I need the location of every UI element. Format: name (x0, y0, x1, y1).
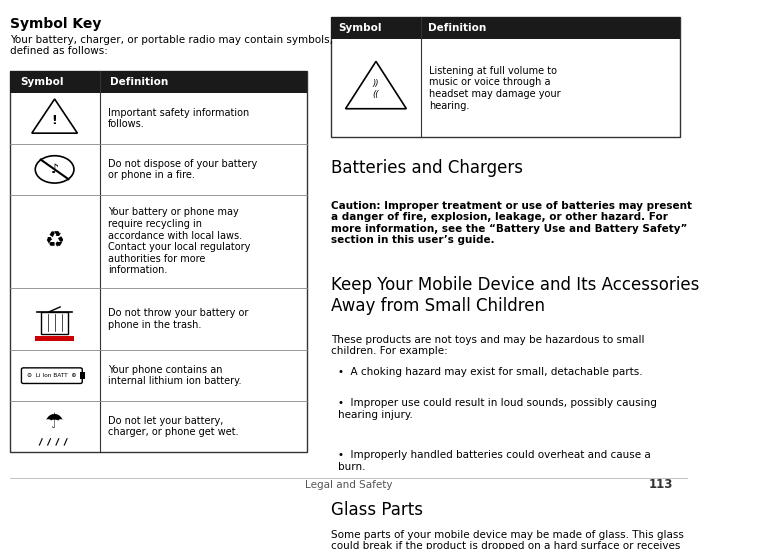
Text: These products are not toys and may be hazardous to small
children. For example:: These products are not toys and may be h… (331, 335, 644, 356)
Text: Your phone contains an
internal lithium ion battery.: Your phone contains an internal lithium … (107, 365, 241, 386)
Bar (331, 18, 680, 40)
Bar (10, 71, 307, 93)
Bar (10, 71, 307, 452)
Text: Do not let your battery,
charger, or phone get wet.: Do not let your battery, charger, or pho… (107, 416, 238, 438)
Text: Your battery or phone may
require recycling in
accordance with local laws.
Conta: Your battery or phone may require recycl… (107, 208, 251, 276)
Text: ☂: ☂ (45, 412, 64, 432)
Text: ♪: ♪ (51, 163, 58, 176)
Text: Definition: Definition (428, 24, 486, 33)
Text: Symbol Key: Symbol Key (10, 18, 101, 31)
Text: ⊖  Li Ion BATT  ⊕: ⊖ Li Ion BATT ⊕ (27, 373, 76, 378)
Text: ))
((: )) (( (372, 80, 379, 99)
Text: •  Improper use could result in loud sounds, possibly causing
hearing injury.: • Improper use could result in loud soun… (338, 398, 657, 419)
Text: Listening at full volume to
music or voice through a
headset may damage your
hea: Listening at full volume to music or voi… (429, 66, 561, 110)
FancyBboxPatch shape (21, 368, 83, 383)
Text: Symbol: Symbol (20, 77, 64, 87)
Text: Some parts of your mobile device may be made of glass. This glass
could break if: Some parts of your mobile device may be … (331, 530, 684, 549)
Text: •  A choking hazard may exist for small, detachable parts.: • A choking hazard may exist for small, … (338, 367, 643, 377)
Bar (36, 336, 74, 341)
Text: 113: 113 (649, 478, 673, 491)
Bar (331, 18, 680, 137)
Bar (80, 372, 85, 379)
Text: Important safety information
follows.: Important safety information follows. (107, 108, 249, 130)
Text: Legal and Safety: Legal and Safety (304, 480, 392, 490)
Bar (41, 312, 68, 334)
Text: Your battery, charger, or portable radio may contain symbols,
defined as follows: Your battery, charger, or portable radio… (10, 35, 332, 56)
Text: !: ! (51, 114, 58, 127)
Text: ♻: ♻ (45, 232, 64, 251)
Text: Do not throw your battery or
phone in the trash.: Do not throw your battery or phone in th… (107, 309, 248, 330)
Text: Do not dispose of your battery
or phone in a fire.: Do not dispose of your battery or phone … (107, 159, 257, 180)
Text: Caution: Improper treatment or use of batteries may present
a danger of fire, ex: Caution: Improper treatment or use of ba… (331, 200, 692, 245)
Text: Symbol: Symbol (338, 24, 382, 33)
Text: Batteries and Chargers: Batteries and Chargers (331, 159, 523, 177)
Text: Definition: Definition (110, 77, 168, 87)
Text: •  Improperly handled batteries could overheat and cause a
burn.: • Improperly handled batteries could ove… (338, 451, 651, 472)
Text: Keep Your Mobile Device and Its Accessories
Away from Small Children: Keep Your Mobile Device and Its Accessor… (331, 276, 699, 315)
Text: Glass Parts: Glass Parts (331, 501, 423, 519)
